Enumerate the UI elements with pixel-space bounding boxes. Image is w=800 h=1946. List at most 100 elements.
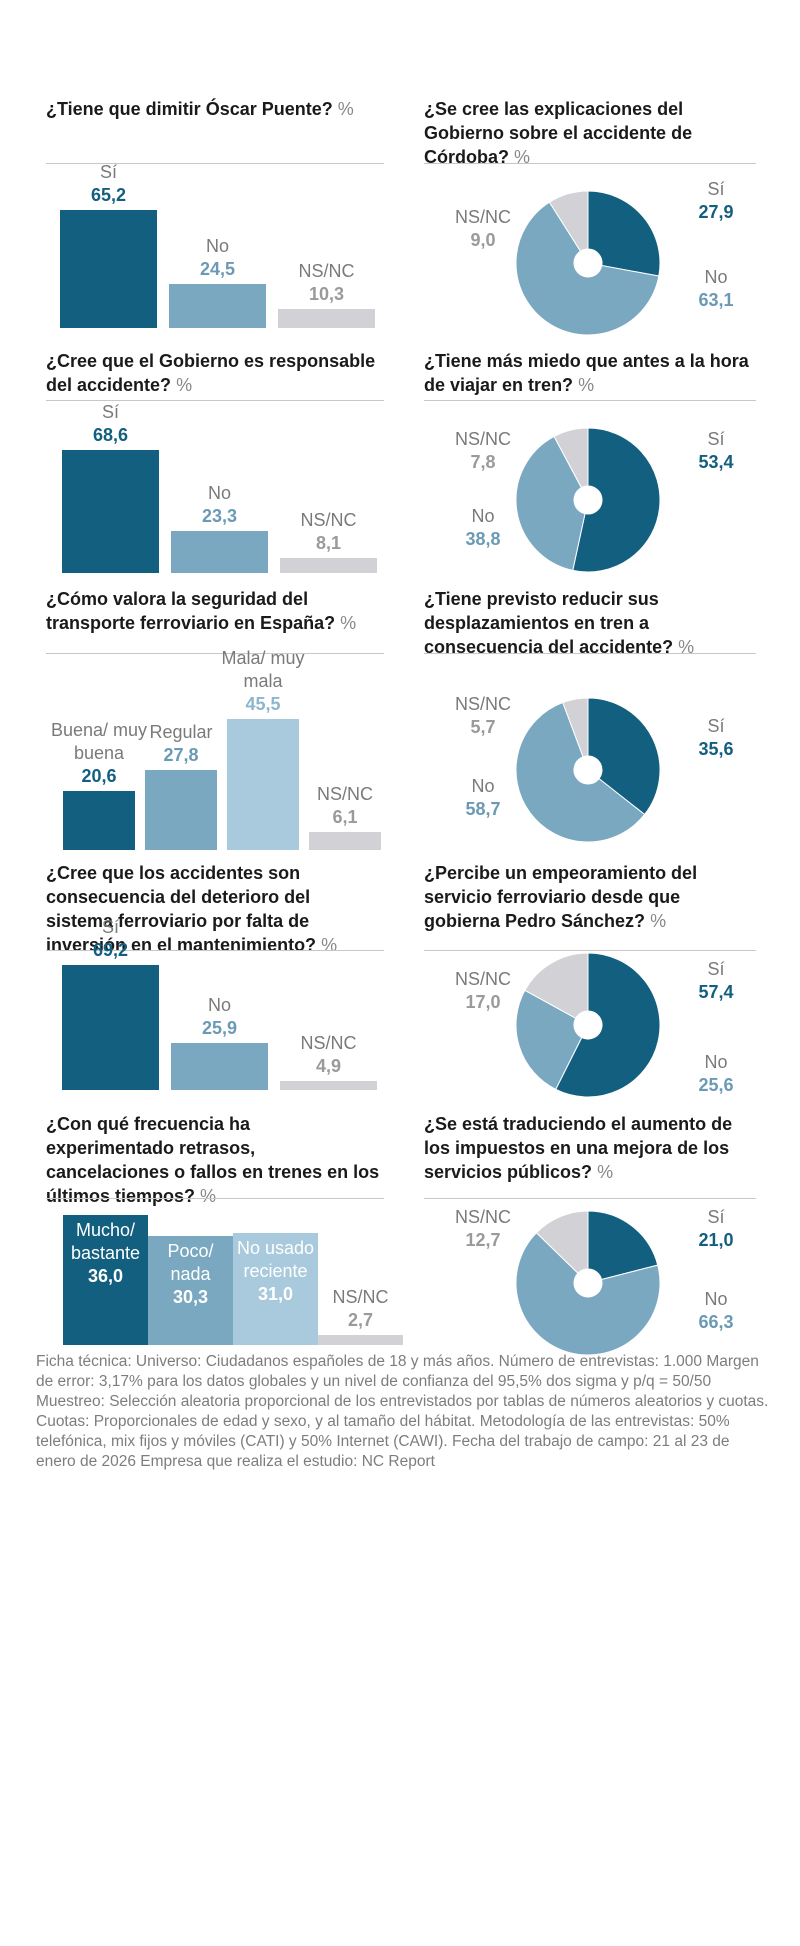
category-label: Mala/ muy mala <box>221 648 305 691</box>
category-label: NS/NC <box>455 694 511 714</box>
bar <box>233 1233 318 1345</box>
pie-slice <box>587 697 661 816</box>
pie-hole <box>575 487 601 513</box>
title-text: ¿Tiene que dimitir Óscar Puente? <box>46 99 333 119</box>
value-label: 7,8 <box>470 452 495 472</box>
bar <box>280 558 377 573</box>
value-label: 23,3 <box>201 506 238 527</box>
category-label: No <box>471 506 494 526</box>
value-label: 38,8 <box>465 529 500 549</box>
chart-title: ¿Percibe un empeoramiento del servicio f… <box>424 861 754 933</box>
value-label: 65,2 <box>90 185 127 205</box>
bar <box>148 1235 233 1345</box>
category-label: NS/NC <box>298 261 355 282</box>
bar-label: Sí 65,2 <box>47 161 170 207</box>
bar-label: No 23,3 <box>158 482 281 528</box>
pie-hole <box>575 1270 601 1296</box>
category-label: NS/NC <box>455 429 511 449</box>
category-label: Sí <box>707 1207 724 1227</box>
category-label: Mucho/ bastante <box>70 1220 141 1263</box>
value-label: 27,9 <box>698 202 733 222</box>
value-label: 45,5 <box>245 694 281 714</box>
category-label: No <box>471 776 494 796</box>
category-label: NS/NC <box>455 1207 511 1227</box>
chart-title: ¿Cómo valora la seguridad del transporte… <box>46 587 381 635</box>
unit: % <box>200 1186 217 1206</box>
bar-label: No usado reciente 31,0 <box>233 1237 318 1306</box>
category-label: Sí <box>707 179 724 199</box>
bar-label: No 24,5 <box>156 235 279 281</box>
unit: % <box>514 147 531 167</box>
pie-hole <box>575 250 601 276</box>
separator <box>424 400 756 401</box>
pie-hole <box>575 1012 601 1038</box>
chart-title: ¿Cree que el Gobierno es responsable del… <box>46 349 381 397</box>
category-label: No <box>205 235 229 256</box>
category-label: NS/NC <box>300 510 357 531</box>
separator <box>46 653 384 654</box>
separator <box>424 950 756 951</box>
category-label: Sí <box>707 959 724 979</box>
unit: % <box>597 1162 614 1182</box>
bar <box>60 210 157 328</box>
title-text: ¿Se está traduciendo el aumento de los i… <box>424 1114 733 1182</box>
value-label: 2,7 <box>347 1310 374 1331</box>
value-label: 69,2 <box>92 940 129 960</box>
value-label: 25,6 <box>698 1075 733 1095</box>
value-label: 63,1 <box>698 290 733 310</box>
title-text: ¿Percibe un empeoramiento del servicio f… <box>424 863 698 931</box>
value-label: 68,6 <box>92 425 129 445</box>
pie-slice <box>515 1232 661 1356</box>
pie-slice <box>515 435 586 571</box>
pie-slice <box>587 190 661 277</box>
bar <box>62 965 159 1090</box>
category-label: NS/NC <box>455 207 511 227</box>
value-label: 27,8 <box>163 744 199 765</box>
unit: % <box>176 375 193 395</box>
unit: % <box>578 375 595 395</box>
category-label: Sí <box>707 429 724 449</box>
bar <box>318 1335 403 1345</box>
category-label: No <box>207 995 231 1016</box>
value-label: 17,0 <box>465 992 500 1012</box>
pie-slice <box>587 1210 659 1281</box>
value-label: 31,0 <box>257 1284 294 1305</box>
separator <box>46 163 384 164</box>
value-label: 21,0 <box>698 1230 733 1250</box>
value-label: 24,5 <box>199 258 236 279</box>
pie-hole <box>575 757 601 783</box>
category-label: No usado reciente <box>236 1238 315 1282</box>
separator <box>46 950 384 951</box>
value-label: 12,7 <box>465 1230 500 1250</box>
bar-label: Regular 27,8 <box>132 721 230 767</box>
unit: % <box>678 637 695 657</box>
category-label: Sí <box>99 162 117 182</box>
bar-label: Mucho/ bastante 36,0 <box>63 1219 148 1288</box>
bar <box>309 832 381 850</box>
pie-slice <box>572 427 661 573</box>
category-label: NS/NC <box>455 969 511 989</box>
bar <box>63 1215 148 1345</box>
bar <box>278 309 375 328</box>
unit: % <box>321 935 338 955</box>
category-label: No <box>704 267 727 287</box>
title-text: ¿Tiene más miedo que antes a la hora de … <box>424 351 749 395</box>
value-label: 57,4 <box>698 982 733 1002</box>
bar-label: NS/NC 8,1 <box>267 509 390 555</box>
pie-slice <box>562 697 589 758</box>
bar <box>171 531 268 573</box>
value-label: 35,6 <box>698 739 733 759</box>
category-label: Sí <box>707 716 724 736</box>
bar-label: NS/NC 6,1 <box>296 783 394 829</box>
value-label: 4,9 <box>315 1056 342 1077</box>
bar-label: NS/NC 10,3 <box>265 260 388 306</box>
title-text: ¿Tiene previsto reducir sus desplazamien… <box>424 589 674 657</box>
pie-slice <box>553 427 589 489</box>
title-text: ¿Cree que el Gobierno es responsable del… <box>46 351 376 395</box>
category-label: Buena/ muy buena <box>50 719 148 763</box>
value-label: 25,9 <box>201 1018 238 1039</box>
category-label: NS/NC <box>316 784 373 805</box>
value-label: 5,7 <box>470 717 495 737</box>
bar <box>280 1081 377 1090</box>
